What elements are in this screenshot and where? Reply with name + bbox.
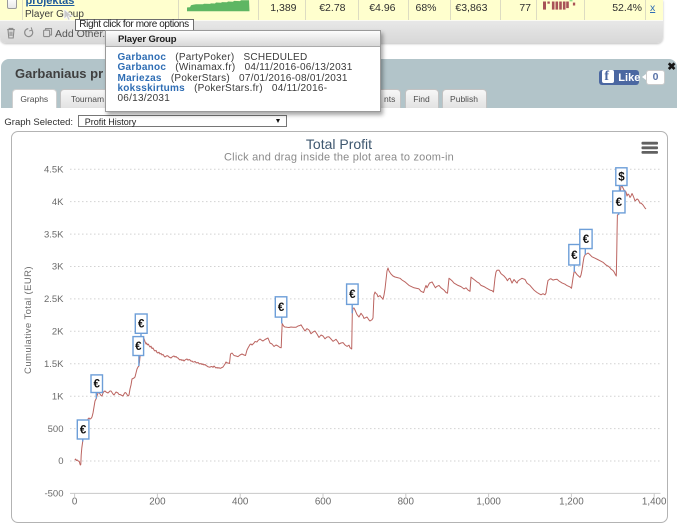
svg-text:3K: 3K bbox=[52, 262, 64, 273]
svg-text:1,400: 1,400 bbox=[642, 497, 667, 508]
svg-text:600: 600 bbox=[315, 497, 332, 508]
svg-text:€: € bbox=[94, 379, 101, 391]
svg-text:€: € bbox=[80, 425, 87, 437]
svg-text:1,000: 1,000 bbox=[476, 497, 501, 508]
svg-text:€: € bbox=[278, 302, 285, 314]
svg-text:200: 200 bbox=[149, 497, 166, 508]
svg-text:€: € bbox=[349, 289, 356, 301]
svg-text:800: 800 bbox=[398, 497, 415, 508]
svg-text:0: 0 bbox=[58, 456, 63, 467]
svg-text:2.5K: 2.5K bbox=[44, 294, 64, 305]
svg-text:€: € bbox=[616, 197, 623, 209]
svg-text:400: 400 bbox=[232, 497, 249, 508]
svg-text:4K: 4K bbox=[52, 197, 64, 208]
svg-text:500: 500 bbox=[48, 424, 64, 435]
svg-text:0: 0 bbox=[72, 497, 78, 508]
svg-text:€: € bbox=[583, 234, 590, 246]
svg-text:2K: 2K bbox=[52, 327, 64, 338]
svg-text:€: € bbox=[138, 319, 145, 331]
svg-text:3.5K: 3.5K bbox=[44, 229, 64, 240]
svg-text:1K: 1K bbox=[52, 391, 64, 402]
svg-text:Click and drag inside the plot: Click and drag inside the plot area to z… bbox=[224, 152, 454, 164]
svg-text:-500: -500 bbox=[44, 489, 63, 500]
svg-text:€: € bbox=[135, 341, 142, 353]
svg-text:Cumulative Total (EUR): Cumulative Total (EUR) bbox=[23, 266, 34, 374]
svg-text:1.5K: 1.5K bbox=[44, 359, 64, 370]
svg-text:1,200: 1,200 bbox=[559, 497, 584, 508]
svg-text:Total Profit: Total Profit bbox=[306, 136, 372, 152]
svg-text:4.5K: 4.5K bbox=[44, 164, 64, 175]
svg-text:€: € bbox=[571, 250, 578, 262]
svg-text:$: $ bbox=[618, 172, 625, 184]
